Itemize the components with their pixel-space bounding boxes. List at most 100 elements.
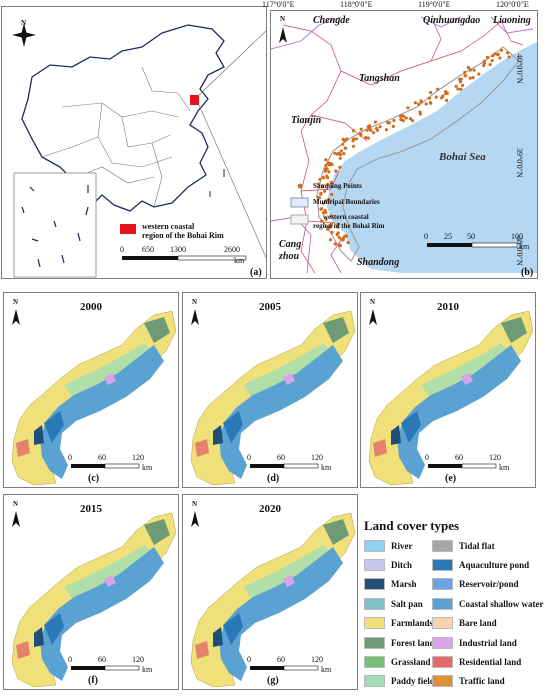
map-year: 2020 (259, 503, 281, 515)
north-arrow (369, 309, 377, 325)
marsh-area (213, 627, 223, 647)
sampling-point (365, 128, 369, 132)
sampling-point (346, 241, 350, 245)
sampling-point (341, 238, 345, 242)
scale-tick-0: 0 (247, 655, 251, 664)
key-western-region-2: region of the Bohai Rim (313, 222, 385, 230)
scale-tick-0: 0 (247, 453, 251, 462)
sampling-point (321, 211, 325, 215)
sampling-point (496, 52, 500, 56)
sampling-point (324, 164, 328, 168)
sampling-point (369, 128, 373, 132)
lon-tick-120: 120°0'0"E (496, 0, 529, 9)
legend-item-aquaculture-pond: Aquaculture pond (432, 558, 529, 571)
sampling-point (507, 55, 511, 59)
industrial-area (104, 575, 116, 587)
north-arrow (191, 309, 199, 325)
forest-area (144, 519, 170, 545)
legend-label: Coastal shallow water (459, 598, 544, 609)
residential-area (16, 439, 30, 457)
sampling-point (364, 136, 368, 140)
panel-a-china-overview: N western coastal region of the Bohai Ri… (1, 6, 267, 279)
scale-unit: km (321, 665, 332, 674)
sampling-point (338, 165, 342, 169)
scale-bar-a (122, 255, 247, 261)
legend-swatch (364, 617, 385, 630)
sampling-point (378, 125, 382, 129)
panel-b-study-area: N Chengde Qinhuangdao Liaoning Tangshan … (270, 10, 538, 279)
sampling-point (493, 52, 497, 56)
sampling-point (322, 201, 326, 205)
sampling-point (344, 234, 348, 238)
sampling-point (366, 136, 370, 140)
province-boundaries-b (271, 16, 534, 274)
legend-item-ditch: Ditch (364, 558, 412, 571)
china-map (12, 23, 266, 278)
panel-a-label: (a) (250, 267, 262, 278)
legend-swatch (364, 675, 385, 688)
sampling-point (324, 217, 328, 221)
sampling-point (359, 133, 363, 137)
sampling-point (401, 119, 405, 123)
legend-label: Farmlands (391, 618, 434, 629)
sampling-point (436, 87, 440, 91)
forest-area (144, 317, 170, 343)
sampling-point (418, 112, 422, 116)
sampling-point (441, 94, 445, 98)
legend-label: Reservoir/pond (459, 579, 519, 590)
land-cover-map-2010: N 2010 0 60 120 km (e) (360, 292, 536, 488)
sampling-point (329, 199, 333, 203)
scale-a-unit: km (234, 256, 245, 265)
forest-area (323, 317, 349, 343)
sampling-point (488, 63, 492, 67)
scale-b-tick-2: 50 (467, 232, 475, 241)
map-panel-label: (f) (88, 675, 98, 686)
place-bohai-sea: Bohai Sea (439, 151, 486, 163)
sampling-point (411, 119, 415, 123)
legend-label: Residential land (459, 656, 522, 667)
sampling-point (490, 58, 494, 63)
marsh-area (34, 425, 44, 445)
industrial-area (461, 373, 473, 385)
sampling-point (326, 182, 330, 186)
map-panel-label: (d) (267, 473, 280, 484)
sampling-point (338, 156, 342, 160)
panel-b-label: (b) (521, 267, 534, 278)
sampling-point (324, 199, 328, 203)
scale-tick-60: 60 (455, 453, 463, 462)
land-cover-map-svg (190, 309, 356, 486)
legend-item-reservoir-pond: Reservoir/pond (432, 578, 519, 591)
legend-label: Forest land (391, 637, 435, 648)
sampling-point (334, 169, 338, 173)
scale-tick-120: 120 (132, 453, 144, 462)
scale-tick-120: 120 (132, 655, 144, 664)
legend-item-coastal-shallow-water: Coastal shallow water (432, 597, 544, 610)
land-cover-map-2000: N 2000 0 60 120 km (c) (3, 292, 179, 488)
map-panel-label: (g) (267, 675, 279, 686)
scale-tick-120: 120 (311, 655, 323, 664)
sampling-point (491, 54, 495, 58)
sampling-point (330, 192, 334, 197)
scale-b-tick-0: 0 (424, 232, 428, 241)
sampling-point (328, 238, 333, 242)
sampling-point (459, 80, 463, 84)
aquaculture-area (223, 411, 243, 443)
sampling-point (466, 65, 471, 70)
sampling-point (384, 128, 389, 132)
industrial-area (283, 575, 295, 587)
sampling-point (316, 195, 320, 199)
sampling-point (454, 84, 458, 88)
sampling-point (445, 98, 449, 102)
legend-item-paddy-field: Paddy field (364, 675, 435, 688)
map-panel-label: (c) (88, 473, 100, 484)
sampling-point (333, 242, 337, 246)
paddy-area (243, 545, 333, 601)
sampling-point (402, 114, 406, 118)
land-cover-map-2020: N 2020 0 60 120 km (g) (182, 494, 358, 690)
scale-tick-0: 0 (68, 453, 72, 462)
sampling-point (328, 163, 332, 167)
aquaculture-area (401, 411, 421, 443)
sampling-point (468, 76, 472, 80)
sampling-point (333, 151, 337, 155)
scale-unit: km (142, 665, 153, 674)
